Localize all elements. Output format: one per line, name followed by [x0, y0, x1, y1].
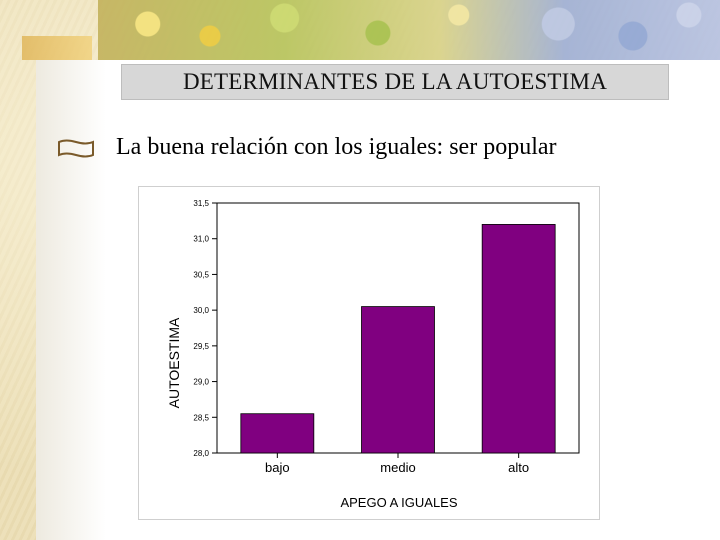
y-tick-label: 30,5: [193, 270, 209, 279]
bars: [240, 224, 556, 454]
panel-shadow: [36, 60, 106, 540]
y-axis: 28,0 28,5 29,0 29,5 30,0 30,5 31,0 31,5: [193, 199, 217, 458]
y-tick-label: 28,5: [193, 413, 209, 422]
bullet-text: La buena relación con los iguales: ser p…: [116, 134, 557, 160]
chart-frame: 28,0 28,5 29,0 29,5 30,0 30,5 31,0 31,5 bajo med…: [138, 186, 600, 520]
x-tick-label: bajo: [265, 460, 290, 475]
slide-title-box: DETERMINANTES DE LA AUTOESTIMA: [121, 64, 669, 100]
y-axis-label: AUTOESTIMA: [166, 317, 182, 408]
x-axis: bajo medio alto: [265, 453, 529, 475]
y-tick-label: 29,5: [193, 342, 209, 351]
bar-alto: [481, 224, 556, 454]
scroll-bullet-icon: [58, 139, 94, 158]
y-tick-label: 30,0: [193, 306, 209, 315]
x-tick-label: medio: [380, 460, 415, 475]
x-axis-label: APEGO A IGUALES: [340, 495, 457, 510]
x-tick-label: alto: [508, 460, 529, 475]
y-tick-label: 31,0: [193, 235, 209, 244]
banner-accent-strip: [22, 36, 92, 60]
floral-banner-decoration: [98, 0, 720, 60]
y-tick-label: 28,0: [193, 449, 209, 458]
y-tick-label: 31,5: [193, 199, 209, 208]
bar-bajo: [240, 413, 315, 454]
slide-title: DETERMINANTES DE LA AUTOESTIMA: [182, 69, 608, 94]
bar-medio: [361, 306, 435, 454]
bar-chart: 28,0 28,5 29,0 29,5 30,0 30,5 31,0 31,5 bajo med…: [166, 199, 580, 510]
y-tick-label: 29,0: [193, 378, 209, 387]
